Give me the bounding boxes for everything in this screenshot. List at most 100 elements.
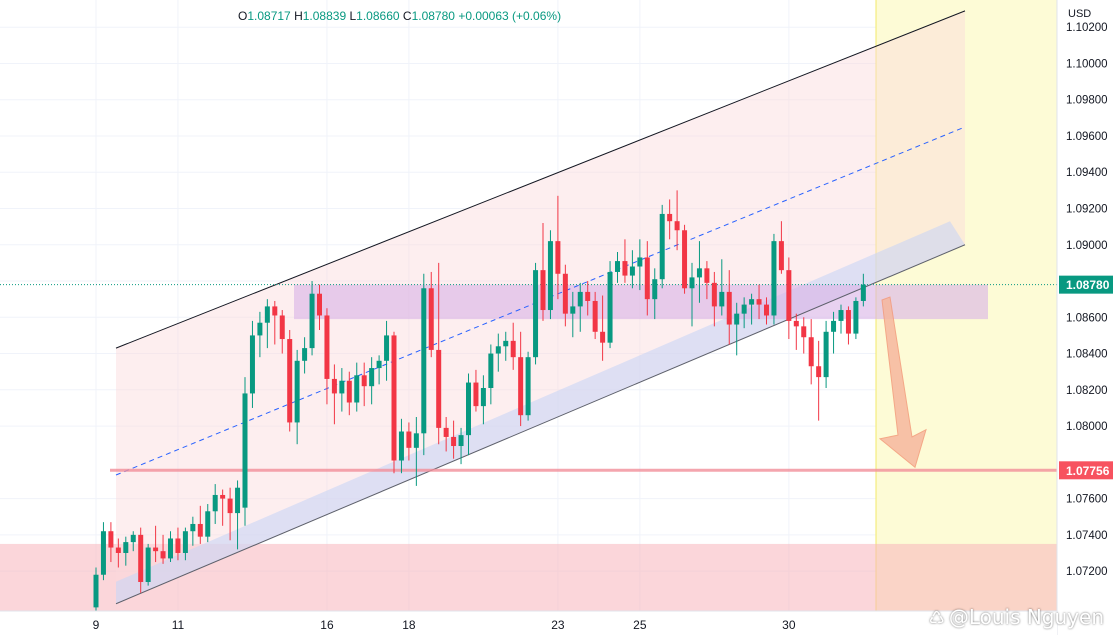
close-value: 1.08780 [411,9,455,23]
y-tick-label: 1.09600 [1066,131,1108,143]
candle-body [674,221,680,231]
candle-body [518,357,524,416]
candle-body [756,299,762,305]
candle-body [771,241,777,316]
candle-body [585,291,591,301]
candle-body [130,534,136,543]
candle-body [391,335,397,461]
candle-body [279,315,285,340]
x-tick-label: 18 [402,618,416,632]
candle-body [421,288,427,434]
channel-top-line [115,10,966,349]
candle-body [100,531,106,575]
time-axis-bg [0,611,1057,635]
target-price-label: 1.07756 [1066,464,1110,478]
candle-body [696,268,702,278]
candle-body [764,304,769,316]
candle-body [235,487,241,514]
candle-body [197,523,203,537]
candle-body [451,436,457,447]
candle-body [704,268,710,283]
x-tick-label: 9 [93,618,100,632]
candle-body [510,340,516,358]
candle-body [272,306,278,316]
candle-body [711,282,717,307]
candle-body [778,241,784,271]
share-icon: ♺ [928,608,945,629]
candle-body [153,547,159,552]
candle-body [93,574,99,608]
candle-body [354,375,360,403]
candle-body [592,300,598,332]
y-tick-label: 1.09400 [1066,167,1108,179]
candle-body [294,360,300,423]
candle-body [168,538,173,559]
candle-body [547,241,553,311]
y-tick-label: 1.09200 [1066,204,1108,216]
candle-body [257,322,263,336]
y-tick-label: 1.08200 [1066,385,1108,397]
change-percent: (+0.06%) [512,9,562,23]
candle-body [607,271,613,343]
candle-body [801,326,807,338]
price-axis-bg [1057,0,1116,635]
candle-body [309,293,315,349]
candle-body [749,299,755,305]
candle-body [495,346,501,354]
candle-body [793,320,799,327]
y-tick-label: 1.10200 [1066,22,1108,34]
candle-body [659,213,665,280]
candle-body [555,241,561,274]
resistance-zone [294,284,988,320]
candle-body [384,335,390,361]
candle-body [488,353,494,388]
candle-body [726,291,732,325]
candle-body [816,366,822,378]
candle-body [108,531,114,548]
candle-body [823,331,829,378]
candle-body [242,393,248,508]
candle-body [175,538,181,553]
candle-body [428,288,434,350]
candle-body [220,494,226,499]
candle-body [480,387,486,407]
x-tick-label: 16 [320,618,334,632]
candle-body [264,306,270,323]
candle-body [562,273,568,314]
candle-body [443,427,449,437]
candle-body [652,279,658,300]
candle-body [473,382,479,407]
candle-body [398,431,404,461]
candle-body [570,306,576,314]
x-tick-label: 11 [172,618,185,632]
y-tick-label: 1.08400 [1066,349,1108,361]
x-tick-label: 30 [782,618,796,632]
candle-body [302,348,308,361]
candle-body [339,380,345,394]
candle-body [346,380,352,403]
candle-body [160,551,166,559]
candle-body [689,277,695,289]
candle-body [205,511,211,537]
candle-body [190,523,196,532]
candle-body [831,320,837,332]
candle-body [227,498,233,514]
candle-body [317,293,322,316]
watermark-text: @Louis Nguyen [948,605,1104,629]
candle-body [682,230,688,289]
y-tick-label: 1.07200 [1066,566,1108,578]
last-price-badge [1059,275,1113,294]
candle-body [212,494,218,512]
candle-body [615,261,620,272]
author-watermark: ♺ @Louis Nguyen [929,605,1104,629]
candle-body [376,360,382,369]
candle-body [719,291,725,307]
open-value: 1.08717 [247,9,291,23]
y-tick-label: 1.09000 [1066,240,1108,252]
target-price-badge [1059,461,1113,480]
candle-body [600,331,606,343]
y-tick-label: 1.07600 [1066,494,1108,506]
low-value: 1.08660 [356,9,400,23]
candle-body [182,531,188,553]
